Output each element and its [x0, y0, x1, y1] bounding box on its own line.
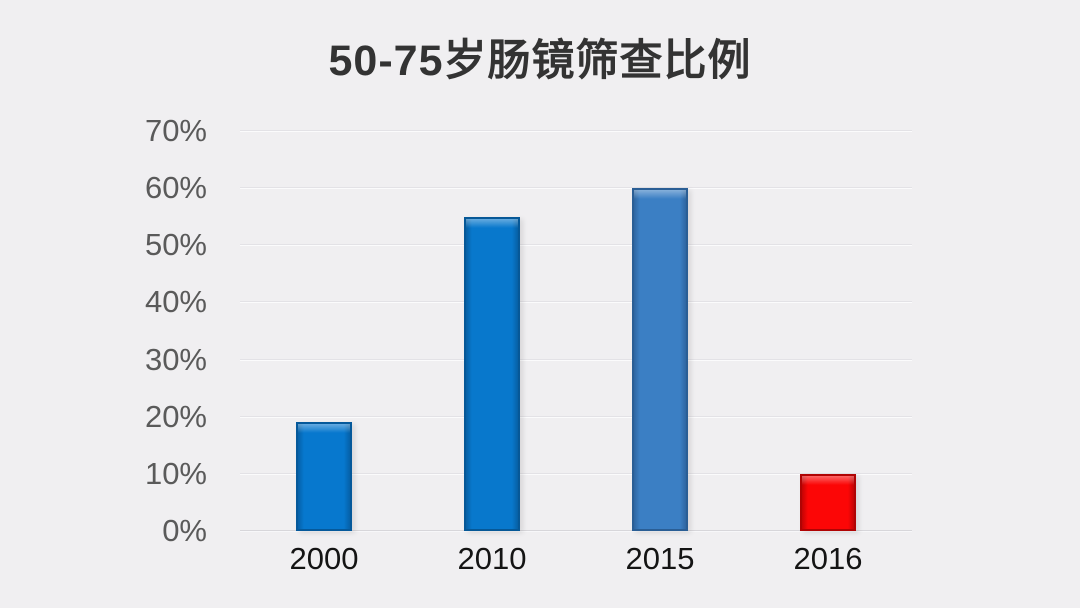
- y-tick-label-60: 60%: [144, 170, 207, 206]
- bar-2000: [296, 422, 352, 531]
- bar-2016: [800, 473, 856, 531]
- gridline-30%: [240, 358, 912, 361]
- y-tick-label-70: 70%: [144, 113, 207, 148]
- gridline-40%: [240, 301, 912, 304]
- gridline-50%: [240, 244, 912, 247]
- bar-2015: [632, 188, 688, 531]
- chart-title: 50-75岁肠镜筛查比例: [328, 37, 752, 85]
- y-tick-label-10: 10%: [144, 455, 207, 491]
- bar-2010: [464, 216, 520, 531]
- gridline-70%: [240, 130, 912, 132]
- x-tick-label-2016: 2016: [793, 541, 863, 576]
- y-tick-label-40: 40%: [144, 284, 207, 320]
- y-tick-label-20: 20%: [144, 398, 207, 434]
- x-tick-label-2000: 2000: [289, 541, 359, 576]
- plot-area: [240, 130, 912, 532]
- gridline-20%: [240, 415, 912, 418]
- gridline-60%: [240, 187, 912, 190]
- y-tick-label-30: 30%: [144, 341, 207, 377]
- gridline-10%: [240, 472, 912, 475]
- y-tick-label-0: 0%: [162, 513, 207, 548]
- y-axis-labels: 0% 10% 20% 30% 40% 50% 60% 70%: [0, 115, 207, 547]
- x-axis-labels: 2000 2010 2015 2016: [240, 541, 912, 583]
- x-axis-line: [240, 530, 912, 532]
- x-tick-label-2010: 2010: [457, 541, 527, 576]
- y-tick-label-50: 50%: [144, 227, 207, 263]
- x-tick-label-2015: 2015: [625, 541, 695, 576]
